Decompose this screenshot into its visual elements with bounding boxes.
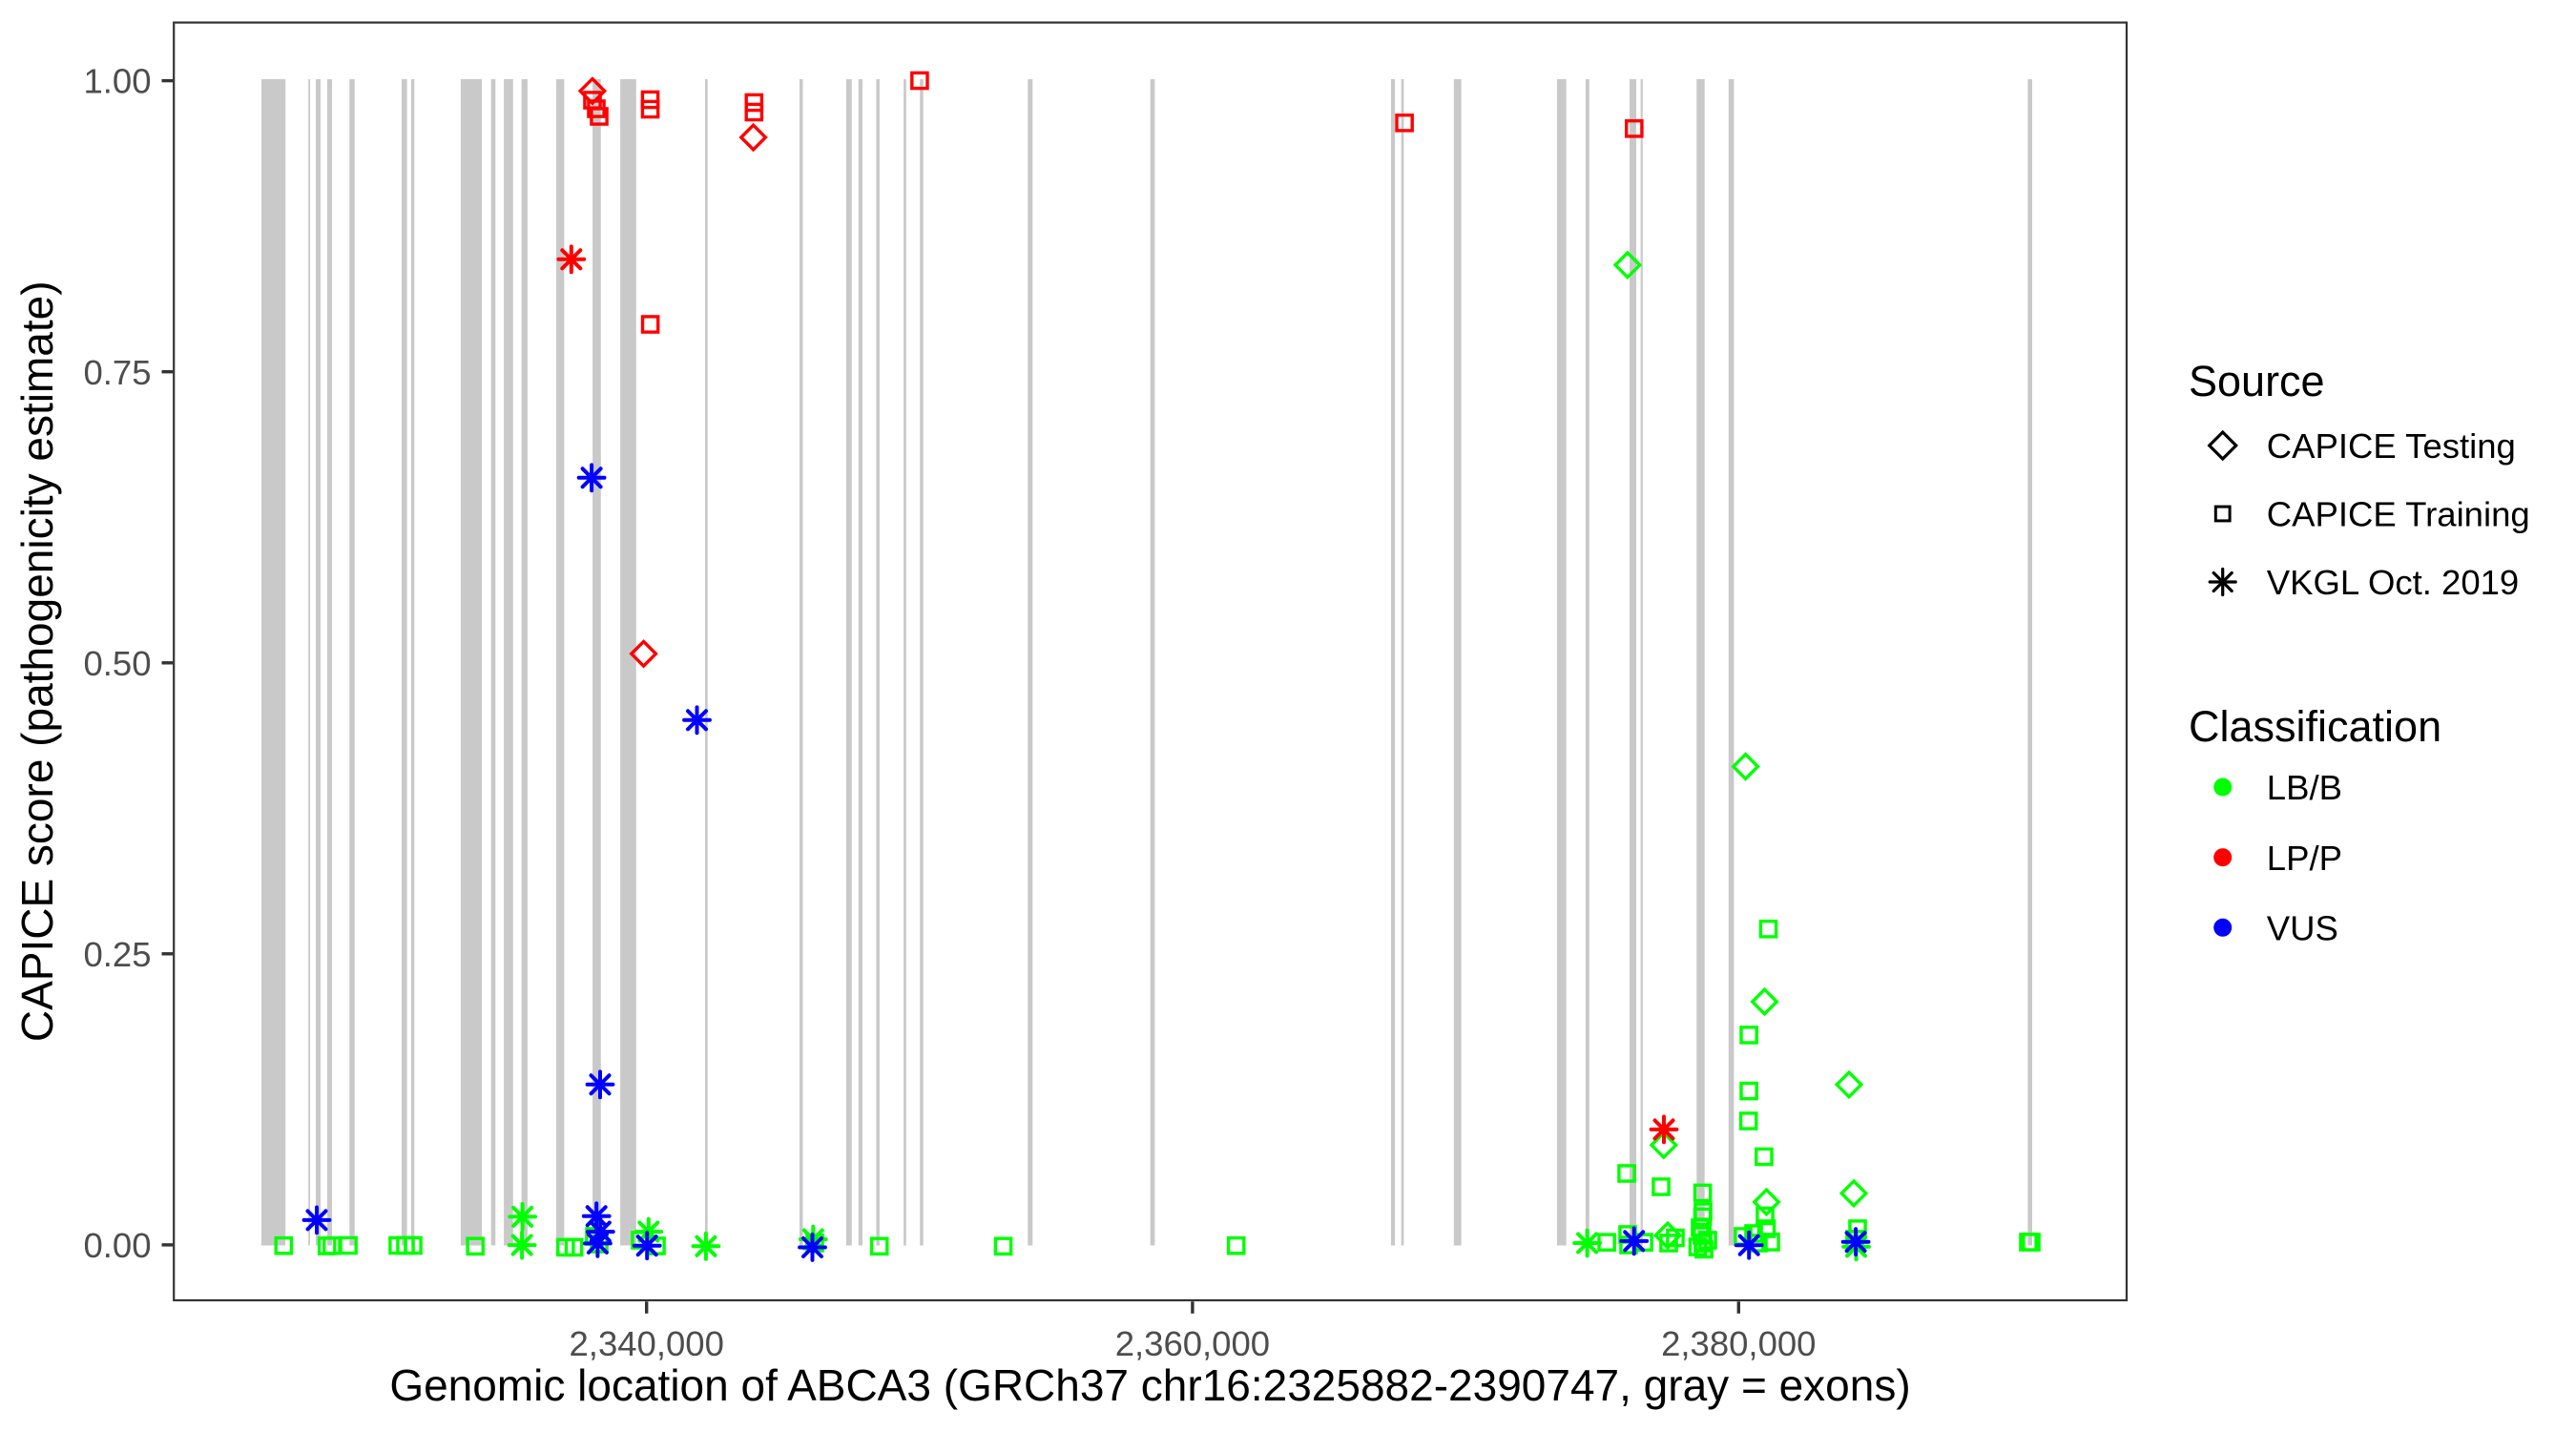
- svg-text:VUS: VUS: [2267, 909, 2338, 948]
- svg-text:0.75: 0.75: [83, 353, 151, 392]
- svg-text:1.00: 1.00: [83, 62, 151, 101]
- svg-text:Genomic location of ABCA3 (GRC: Genomic location of ABCA3 (GRCh37 chr16:…: [389, 1360, 1910, 1410]
- svg-text:Classification: Classification: [2189, 702, 2441, 751]
- svg-text:Source: Source: [2189, 357, 2325, 405]
- svg-text:0.50: 0.50: [83, 644, 151, 683]
- svg-text:2,360,000: 2,360,000: [1115, 1324, 1270, 1363]
- svg-text:0.25: 0.25: [83, 935, 151, 974]
- svg-text:LB/B: LB/B: [2267, 768, 2342, 807]
- svg-text:VKGL Oct. 2019: VKGL Oct. 2019: [2267, 563, 2519, 602]
- svg-text:2,380,000: 2,380,000: [1661, 1324, 1816, 1363]
- svg-text:LP/P: LP/P: [2267, 839, 2342, 878]
- svg-text:0.00: 0.00: [83, 1226, 151, 1265]
- svg-text:CAPICE Training: CAPICE Training: [2267, 495, 2530, 534]
- svg-text:CAPICE score (pathogenicity es: CAPICE score (pathogenicity estimate): [12, 280, 62, 1042]
- svg-text:2,340,000: 2,340,000: [570, 1324, 724, 1363]
- svg-text:CAPICE Testing: CAPICE Testing: [2267, 426, 2516, 466]
